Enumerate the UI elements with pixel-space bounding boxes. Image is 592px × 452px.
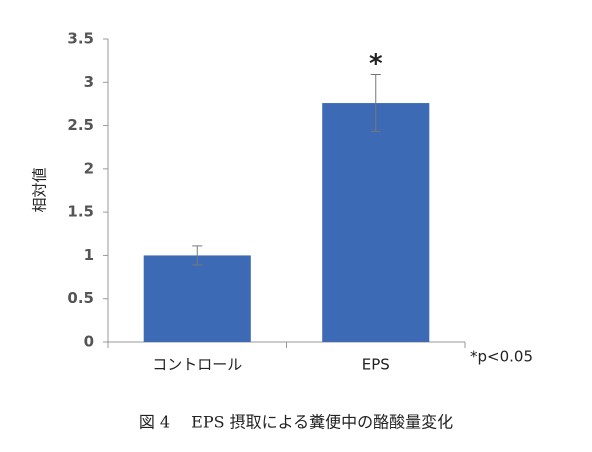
x-tick-label: コントロール [152, 356, 242, 374]
bar [322, 103, 430, 342]
y-tick-label: 2 [84, 159, 94, 177]
bar [143, 255, 251, 342]
caption: 図 4 EPS 摂取による糞便中の酪酸量変化 [139, 413, 453, 432]
y-tick-label: 1.5 [67, 203, 94, 221]
y-axis-label: 相対値 [31, 167, 49, 212]
significance-mark: * [369, 49, 383, 79]
y-tick-label: 3.5 [67, 30, 94, 48]
y-tick-label: 2.5 [67, 116, 94, 134]
x-tick-label: EPS [362, 356, 390, 374]
error-bar [370, 73, 381, 133]
significance-note: *p<0.05 [470, 348, 533, 366]
y-tick-label: 3 [84, 73, 94, 91]
y-tick-label: 1 [84, 246, 94, 264]
error-bar [192, 245, 203, 266]
y-tick-label: 0.5 [67, 289, 94, 307]
y-tick-label: 0 [84, 333, 94, 351]
